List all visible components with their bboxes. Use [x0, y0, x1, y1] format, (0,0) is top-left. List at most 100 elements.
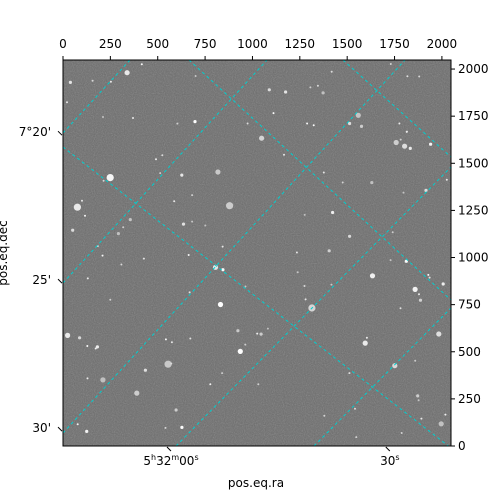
star: [122, 226, 125, 229]
star: [170, 362, 173, 365]
star: [134, 390, 140, 396]
star: [322, 171, 325, 174]
star: [341, 181, 344, 184]
star: [193, 120, 197, 124]
coordinate-grid: [63, 60, 451, 446]
star: [142, 257, 145, 260]
star: [102, 116, 104, 118]
star: [348, 372, 351, 375]
grid-line: [342, 60, 451, 158]
star: [398, 122, 401, 125]
star: [86, 345, 89, 347]
star: [408, 146, 412, 150]
plot-frame: [62, 59, 452, 447]
star: [303, 285, 306, 287]
ra-tick-mark: [166, 446, 172, 452]
star: [164, 338, 167, 341]
star: [246, 122, 249, 125]
star: [331, 210, 335, 215]
grid-line: [63, 146, 450, 446]
star: [330, 70, 333, 73]
star: [445, 178, 448, 181]
star: [209, 383, 212, 386]
star: [237, 348, 243, 354]
star: [101, 254, 104, 257]
sky-image: [63, 60, 451, 446]
star: [428, 276, 431, 279]
star: [226, 202, 234, 210]
star: [392, 363, 398, 369]
star: [194, 75, 197, 77]
x-tick-label-top: 500: [146, 37, 169, 51]
star: [362, 340, 368, 346]
star: [132, 117, 134, 119]
y-tick-label-right: 1500: [458, 156, 489, 170]
star: [399, 138, 402, 141]
star: [266, 327, 269, 330]
star: [400, 432, 403, 434]
star: [359, 124, 364, 128]
x-tick-label-top: 1000: [237, 37, 268, 51]
star: [91, 79, 94, 82]
star: [427, 273, 430, 276]
ra-tick-label: 5h32m00s: [143, 453, 198, 468]
star: [155, 158, 157, 161]
star: [180, 425, 184, 429]
star: [327, 249, 331, 253]
star: [304, 298, 307, 301]
dec-tick-label: 7°20': [19, 125, 51, 139]
star: [109, 80, 112, 83]
grid-line: [63, 60, 406, 434]
star: [76, 423, 79, 426]
star: [312, 124, 315, 127]
star: [323, 414, 326, 417]
star: [244, 343, 247, 346]
star: [84, 214, 86, 217]
x-axis-label: pos.eq.ra: [228, 476, 284, 490]
star: [330, 283, 333, 286]
star: [124, 70, 130, 76]
star: [159, 172, 162, 175]
star: [188, 291, 191, 294]
star: [191, 194, 194, 197]
x-tick-label-top: 0: [59, 37, 67, 51]
star: [355, 436, 358, 439]
star: [191, 220, 194, 223]
star: [406, 75, 409, 78]
star: [416, 394, 420, 398]
star: [441, 282, 445, 286]
star: [100, 377, 106, 383]
star: [244, 285, 247, 288]
star: [161, 154, 164, 157]
x-tick-label-top: 250: [99, 37, 122, 51]
grid-line: [313, 307, 451, 446]
y-tick-label-right: 2000: [458, 62, 489, 76]
star: [221, 372, 224, 375]
star: [181, 222, 186, 226]
star: [94, 347, 97, 350]
star: [116, 232, 120, 236]
star: [164, 426, 167, 429]
star: [348, 121, 352, 126]
x-tick-label-top: 1250: [285, 37, 316, 51]
star: [215, 169, 221, 175]
star: [283, 153, 285, 156]
star: [174, 408, 178, 412]
star: [370, 181, 374, 185]
star: [85, 429, 89, 433]
star: [417, 399, 420, 402]
star: [221, 268, 225, 272]
star: [418, 75, 421, 78]
star: [393, 139, 399, 146]
x-tick-label-top: 1750: [379, 37, 410, 51]
star: [81, 199, 83, 202]
star: [321, 91, 325, 95]
star: [204, 224, 207, 227]
dec-tick-mark: [57, 278, 63, 284]
y-tick-label-right: 500: [458, 345, 481, 359]
grid-line: [188, 60, 451, 301]
y-tick-label-right: 1750: [458, 109, 489, 123]
star: [420, 417, 423, 420]
x-tick-label-top: 750: [194, 37, 217, 51]
